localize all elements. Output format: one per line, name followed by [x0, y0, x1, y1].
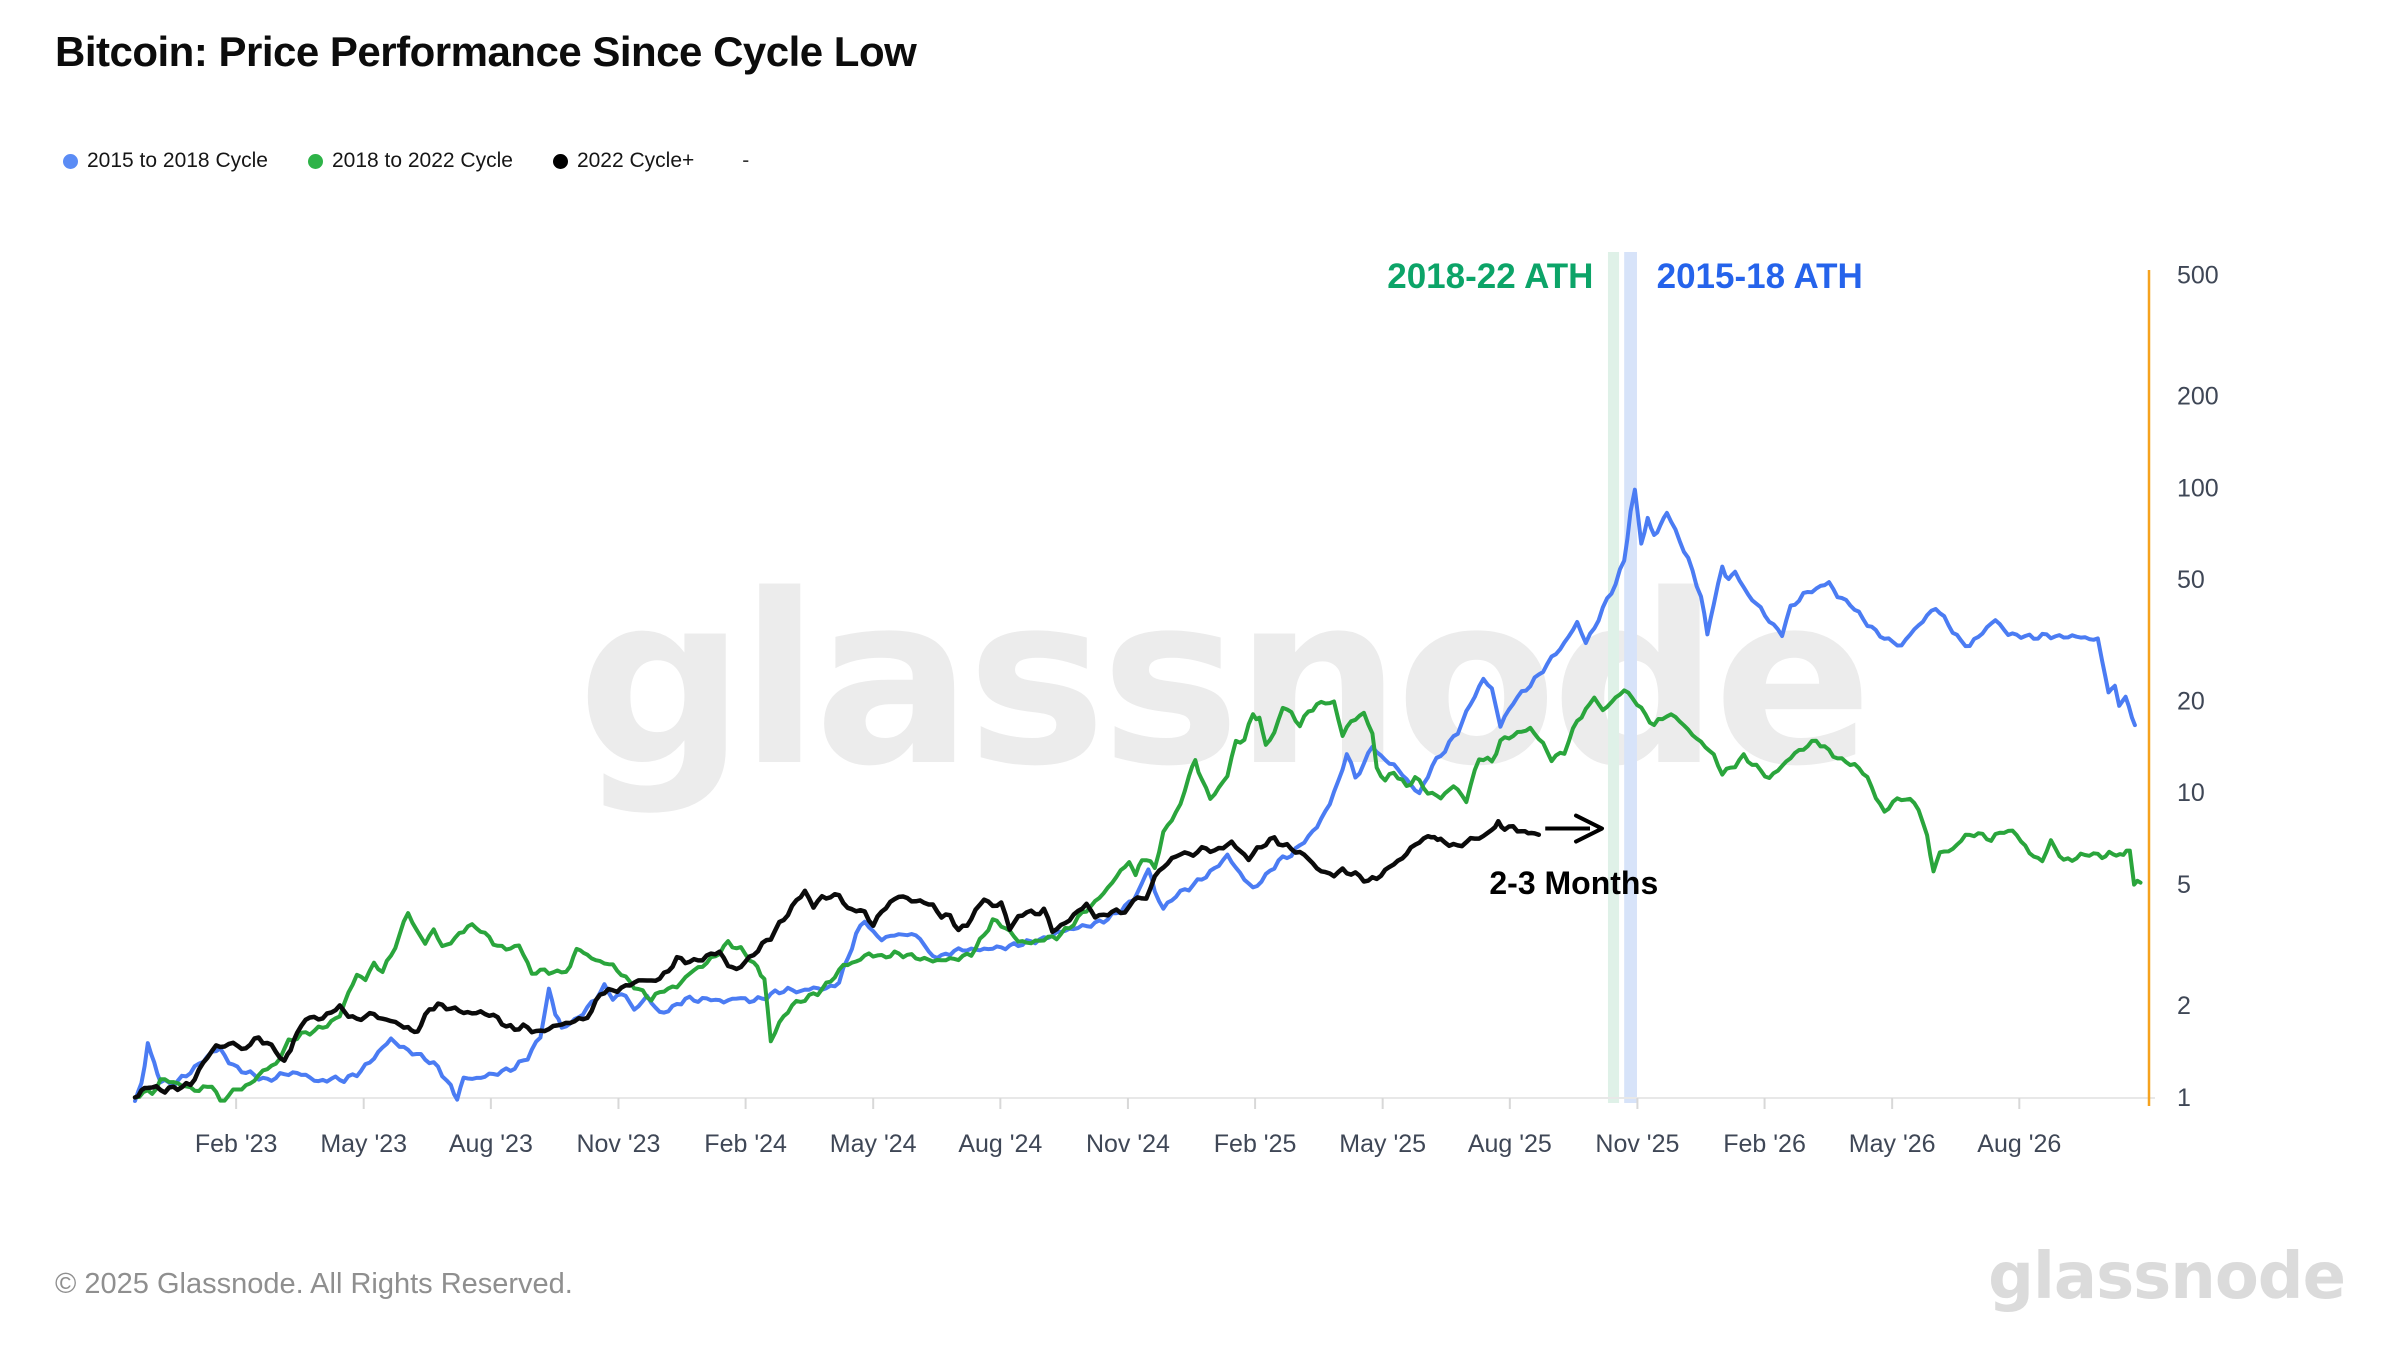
- legend-dot-black-icon: [552, 153, 568, 169]
- x-tick-label-6: Aug '24: [958, 1130, 1042, 1158]
- x-tick-label-7: Nov '24: [1086, 1130, 1170, 1158]
- y-tick-label-3: 50: [2177, 566, 2205, 594]
- x-tick-label-0: Feb '23: [195, 1130, 278, 1158]
- x-tick-label-3: Nov '23: [576, 1130, 660, 1158]
- y-tick-label-4: 20: [2177, 687, 2205, 715]
- y-tick-label-1: 200: [2177, 383, 2219, 411]
- legend-separator: -: [742, 149, 750, 172]
- legend-item-2022-cycle[interactable]: 2022 Cycle+: [552, 149, 695, 173]
- x-tick-label-5: May '24: [830, 1130, 917, 1158]
- x-tick-label-8: Feb '25: [1214, 1130, 1297, 1158]
- y-tick-label-7: 2: [2177, 992, 2191, 1020]
- x-tick-label-13: May '26: [1849, 1130, 1936, 1158]
- series-line-1: [133, 688, 2143, 1103]
- legend-label: 2015 to 2018 Cycle: [87, 149, 268, 172]
- ath-band-0: [1607, 252, 1620, 1103]
- glassnode-logo: glassnode: [1988, 1240, 2346, 1314]
- x-tick-label-10: Aug '25: [1468, 1130, 1552, 1158]
- x-tick-label-14: Aug '26: [1977, 1130, 2061, 1158]
- chart-legend: 2015 to 2018 Cycle 2018 to 2022 Cycle 20…: [63, 149, 749, 173]
- legend-label: 2022 Cycle+: [576, 149, 695, 172]
- x-tick-label-12: Feb '26: [1723, 1130, 1806, 1158]
- series-line-2: [132, 818, 1542, 1100]
- y-tick-label-5: 10: [2177, 779, 2205, 807]
- watermark-text: glassnode: [577, 545, 1866, 818]
- legend-item-2015-2018-cycle[interactable]: 2015 to 2018 Cycle: [63, 149, 268, 173]
- x-tick-label-2: Aug '23: [449, 1130, 533, 1158]
- x-tick-label-4: Feb '24: [704, 1130, 787, 1158]
- y-tick-label-8: 1: [2177, 1084, 2191, 1112]
- x-tick-label-11: Nov '25: [1595, 1130, 1679, 1158]
- arrow-head-icon: [1573, 813, 1604, 844]
- legend-item-2018-2022-cycle[interactable]: 2018 to 2022 Cycle: [307, 149, 513, 173]
- series-line-0: [133, 487, 2137, 1103]
- page-title: Bitcoin: Price Performance Since Cycle L…: [55, 28, 917, 75]
- legend-label: 2018 to 2022 Cycle: [331, 149, 513, 172]
- legend-dot-blue-icon: [63, 153, 78, 169]
- y-tick-label-2: 100: [2177, 474, 2219, 502]
- ath-band-label-1: 2015-18 ATH: [1657, 257, 1863, 296]
- y-tick-label-6: 5: [2177, 871, 2191, 899]
- ath-band-label-0: 2018-22 ATH: [1387, 257, 1593, 296]
- x-tick-label-9: May '25: [1339, 1130, 1426, 1158]
- y-tick-label-0: 500: [2177, 261, 2219, 289]
- legend-dot-green-icon: [307, 153, 323, 169]
- months-annotation: 2-3 Months: [1489, 865, 1658, 901]
- ath-band-1: [1624, 252, 1637, 1103]
- x-tick-label-1: May '23: [320, 1130, 407, 1158]
- footer-copyright: © 2025 Glassnode. All Rights Reserved.: [55, 1268, 573, 1300]
